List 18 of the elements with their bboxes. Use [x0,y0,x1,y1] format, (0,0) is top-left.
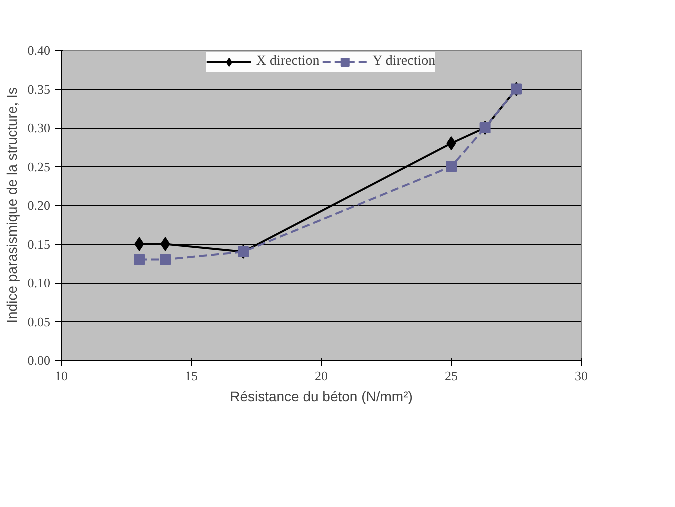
y-tick-label: 0.40 [28,43,50,58]
y-axis-title: Indice parasismique de la structure, Is [4,88,20,324]
y-tick-label: 0.00 [28,353,50,368]
x-axis-title: Résistance du béton (N/mm²) [230,388,413,404]
y-tick-label: 0.30 [28,120,50,136]
y-tick-label: 0.05 [28,314,50,330]
x-tick-label: 20 [315,368,328,384]
x-tick-label: 30 [575,368,588,384]
y-tick-label: 0.35 [28,82,50,97]
x-tick-label: 10 [55,368,68,384]
x-tick-label: 25 [445,368,458,384]
y-tick-label: 0.10 [28,276,50,290]
x-tick-label: 15 [185,368,198,384]
y-tick-label: 0.25 [28,159,50,174]
legend-label: X direction [256,54,320,70]
legend-label: Y direction [372,54,436,70]
y-tick-label: 0.15 [28,236,50,252]
y-tick-label: 0.20 [28,198,50,213]
